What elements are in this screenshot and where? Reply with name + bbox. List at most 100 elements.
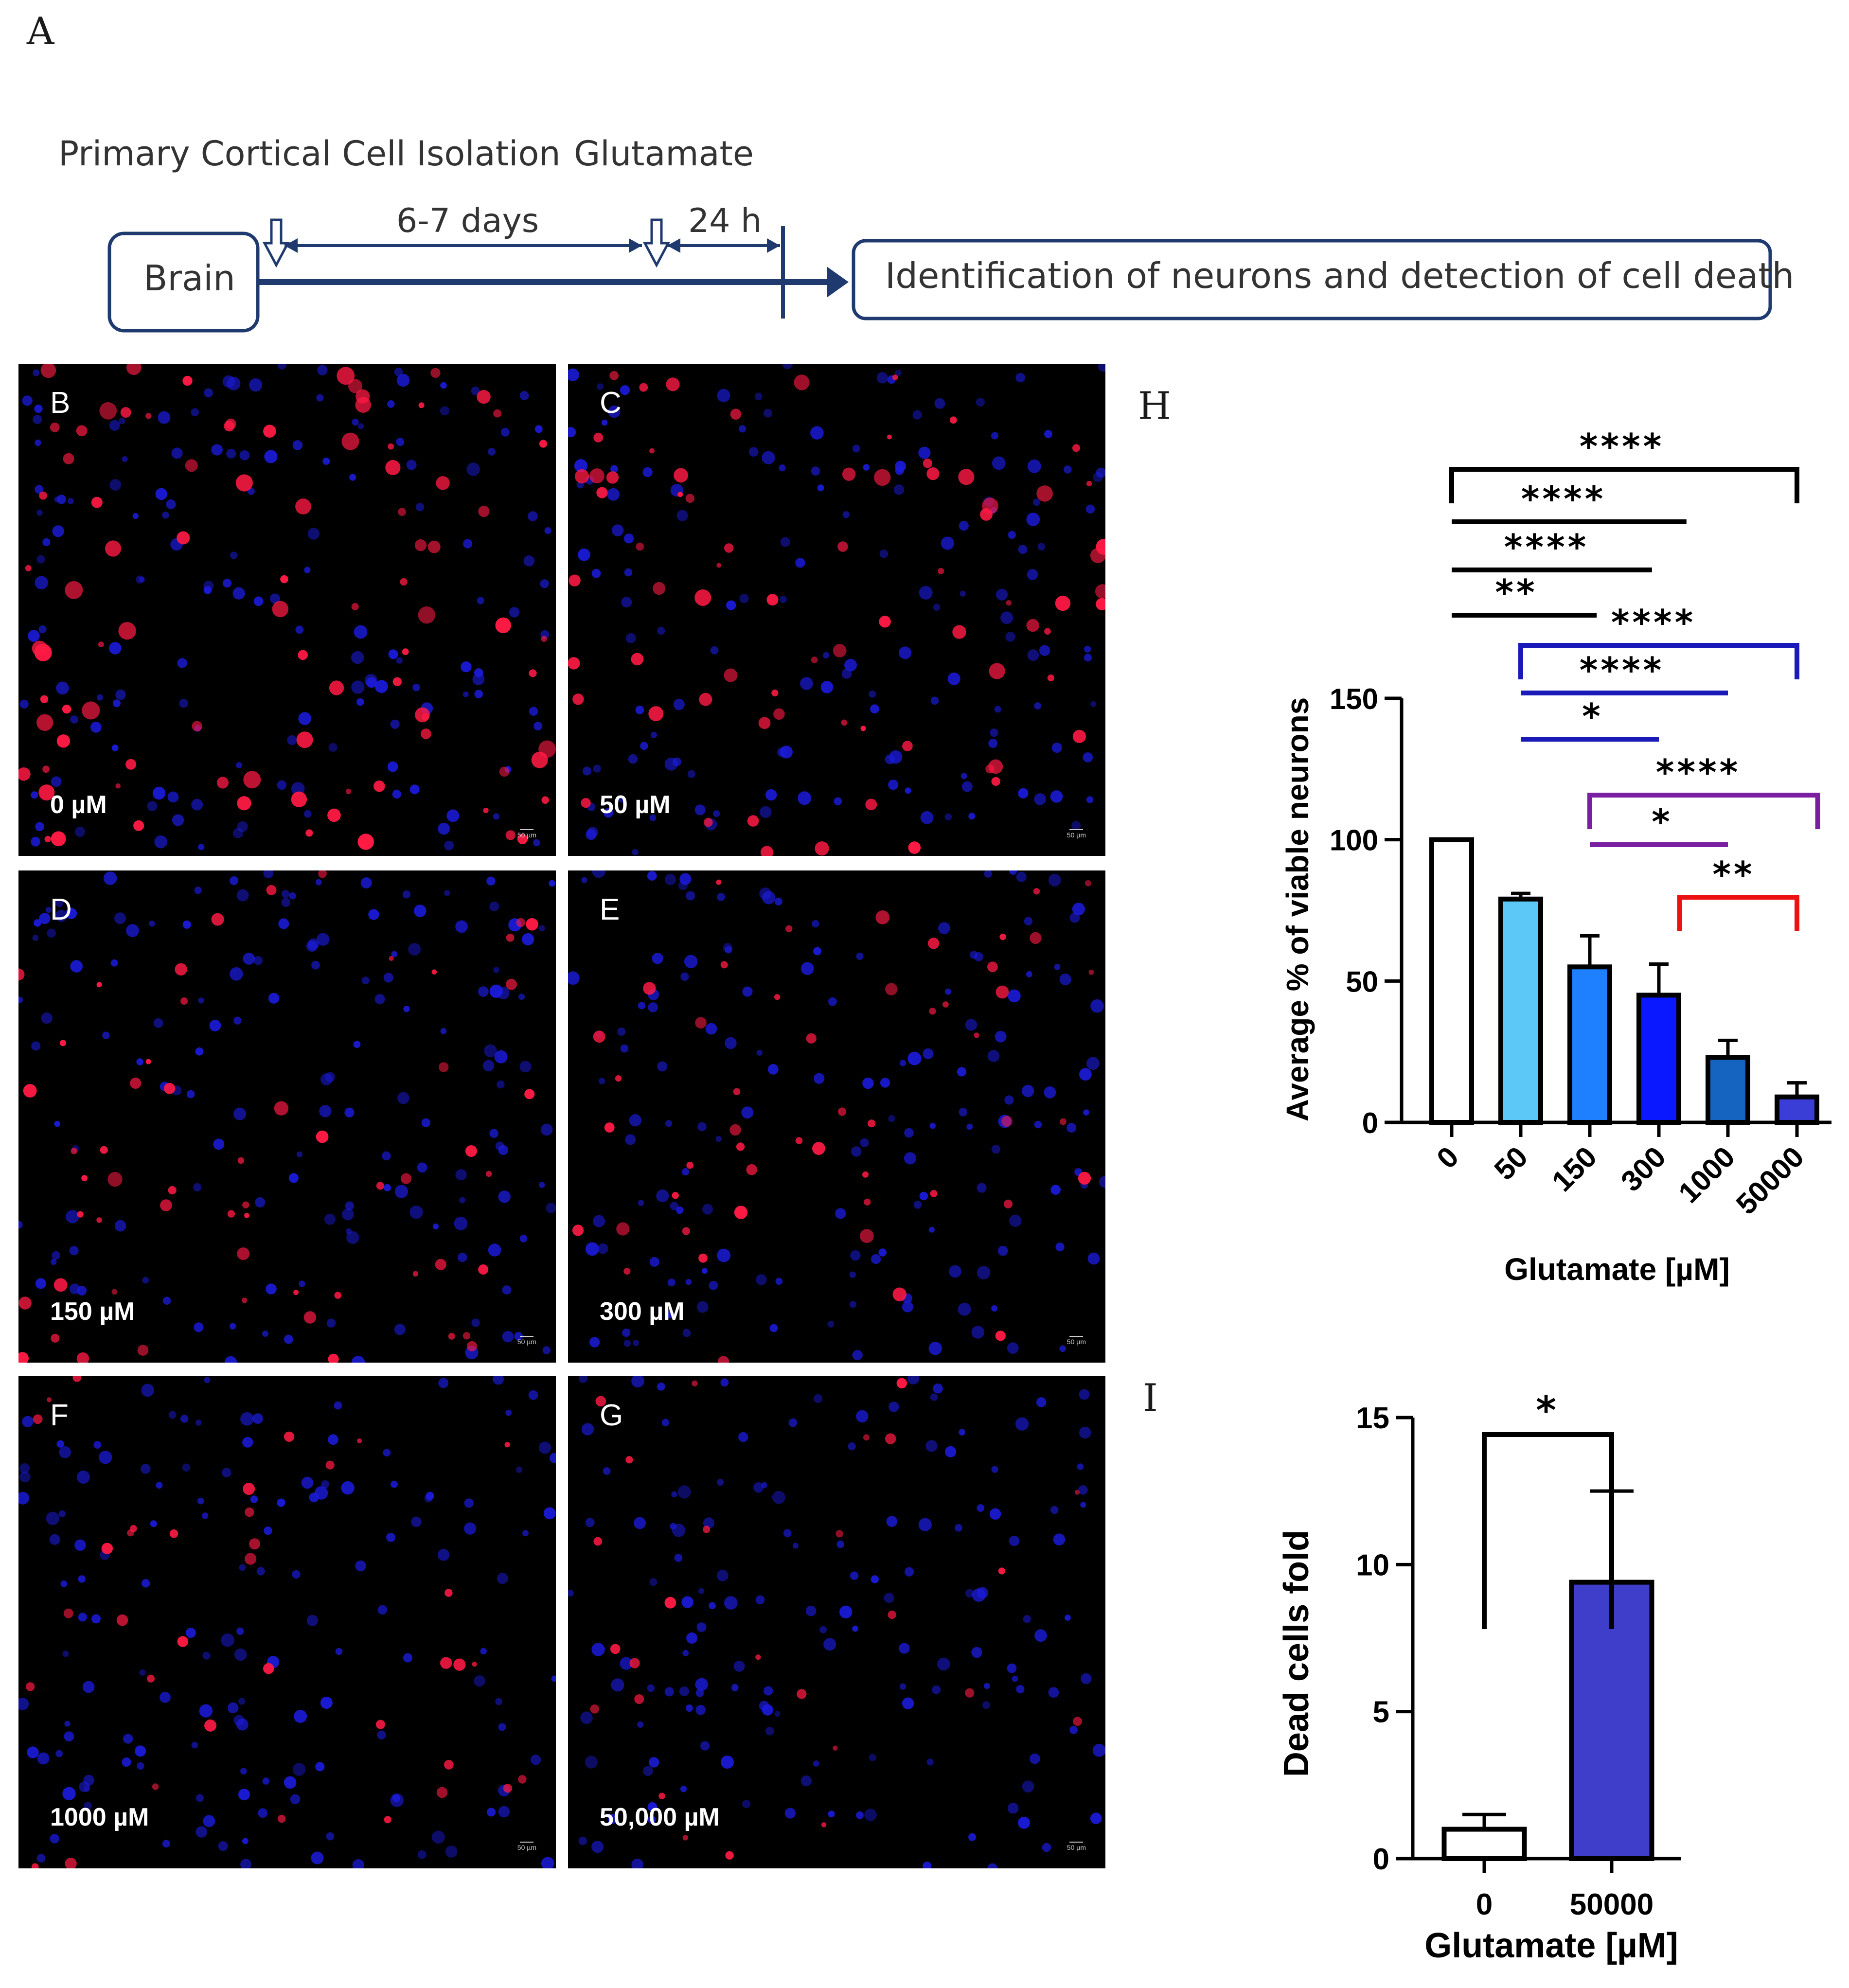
neuron-dot [694, 589, 711, 606]
nucleus-dot [1086, 796, 1094, 803]
neuron-dot [958, 469, 975, 485]
neuron-dot [478, 506, 490, 517]
nucleus-dot [18, 1697, 29, 1710]
nucleus-dot [1055, 1242, 1065, 1252]
nucleus-dot [695, 1704, 706, 1715]
nucleus-dot [34, 919, 41, 927]
nucleus-dot [82, 1681, 95, 1693]
nucleus-dot [349, 474, 356, 481]
nucleus-dot [782, 364, 793, 369]
nucleus-dot [1007, 1342, 1019, 1354]
nucleus-dot [408, 943, 421, 956]
nucleus-dot [295, 625, 304, 634]
nucleus-dot [518, 994, 525, 1000]
nucleus-dot [255, 1197, 266, 1207]
neuron-dot [18, 1352, 29, 1363]
nucleus-dot [391, 1480, 398, 1488]
nucleus-dot [682, 1329, 691, 1337]
y-tick-label: 10 [1356, 1548, 1389, 1582]
nucleus-dot [249, 378, 263, 392]
nucleus-dot [657, 627, 665, 635]
neuron-dot [833, 644, 847, 657]
nucleus-dot [944, 813, 952, 821]
nucleus-dot [928, 1226, 935, 1233]
neuron-dot [841, 719, 848, 726]
nucleus-dot [695, 1688, 704, 1697]
neuron-dot [623, 1267, 631, 1275]
neuron-dot [634, 1694, 644, 1704]
bar-0 [1441, 1827, 1527, 1862]
nucleus-dot [647, 871, 657, 881]
scale-bar-line [520, 1336, 534, 1337]
nucleus-dot [351, 1356, 365, 1363]
neuron-dot [76, 1352, 89, 1363]
nucleus-dot [315, 879, 322, 886]
nucleus-dot [1078, 1485, 1088, 1495]
neuron-dot [105, 540, 122, 557]
nucleus-dot [1021, 1084, 1034, 1098]
nucleus-dot [199, 1704, 213, 1718]
nucleus-dot [486, 1808, 496, 1817]
nucleus-dot [810, 426, 824, 440]
nucleus-dot [110, 959, 118, 967]
nucleus-dot [638, 1002, 645, 1010]
neuron-dot [385, 460, 401, 476]
nucleus-dot [292, 1570, 301, 1579]
nucleus-dot [1044, 1086, 1056, 1099]
nucleus-dot [788, 1418, 798, 1427]
nucleus-dot [316, 394, 324, 402]
neuron-dot [615, 1075, 622, 1082]
nucleus-dot [1026, 971, 1032, 977]
nucleus-dot [62, 1651, 69, 1657]
nucleus-dot [70, 960, 83, 973]
nucleus-dot [155, 488, 167, 500]
nucleus-dot [607, 1813, 618, 1824]
neuron-dot [32, 640, 48, 657]
nucleus-dot [1054, 964, 1061, 970]
nucleus-dot [292, 1763, 306, 1776]
neuron-dot [506, 978, 517, 990]
neuron-dot [746, 1164, 757, 1175]
nucleus-dot [480, 1648, 487, 1655]
nucleus-dot [387, 761, 398, 772]
nucleus-dot [1007, 1663, 1017, 1673]
nucleus-dot [987, 1050, 1000, 1062]
nucleus-dot [852, 1625, 858, 1632]
nucleus-dot [519, 1061, 532, 1073]
nucleus-dot [673, 699, 685, 710]
nucleus-dot [182, 920, 191, 929]
nucleus-dot [304, 567, 311, 573]
neuron-dot [36, 714, 53, 731]
neuron-dot [518, 1775, 527, 1784]
nucleus-dot [780, 746, 793, 759]
nucleus-dot [762, 451, 775, 464]
nucleus-dot [352, 1859, 364, 1868]
nucleus-dot [568, 1589, 574, 1597]
scale-bar-label: 50 µm [1067, 1338, 1086, 1346]
nucleus-dot [923, 1862, 932, 1868]
neuron-dot [211, 913, 224, 926]
nucleus-dot [39, 913, 51, 924]
nucleus-dot [383, 1184, 391, 1191]
nucleus-dot [1009, 870, 1017, 875]
nucleus-dot [642, 1766, 653, 1776]
nucleus-dot [22, 395, 33, 406]
nucleus-dot [661, 1419, 670, 1426]
nucleus-dot [33, 369, 40, 376]
nucleus-dot [522, 1530, 529, 1537]
nucleus-dot [238, 1789, 250, 1801]
neuron-dot [874, 469, 891, 486]
nucleus-dot [311, 960, 320, 970]
nucleus-dot [64, 1721, 71, 1727]
nucleus-dot [162, 511, 169, 519]
neuron-dot [277, 1814, 286, 1823]
nucleus-dot [805, 1605, 817, 1616]
nucleus-dot [1079, 1426, 1091, 1439]
scale-bar-line [520, 829, 534, 830]
neuron-dot [111, 1289, 118, 1295]
nucleus-dot [971, 1326, 985, 1339]
nucleus-dot [314, 1486, 328, 1500]
nucleus-dot [904, 1152, 917, 1165]
nucleus-dot [354, 625, 368, 639]
nucleus-dot [298, 712, 311, 725]
